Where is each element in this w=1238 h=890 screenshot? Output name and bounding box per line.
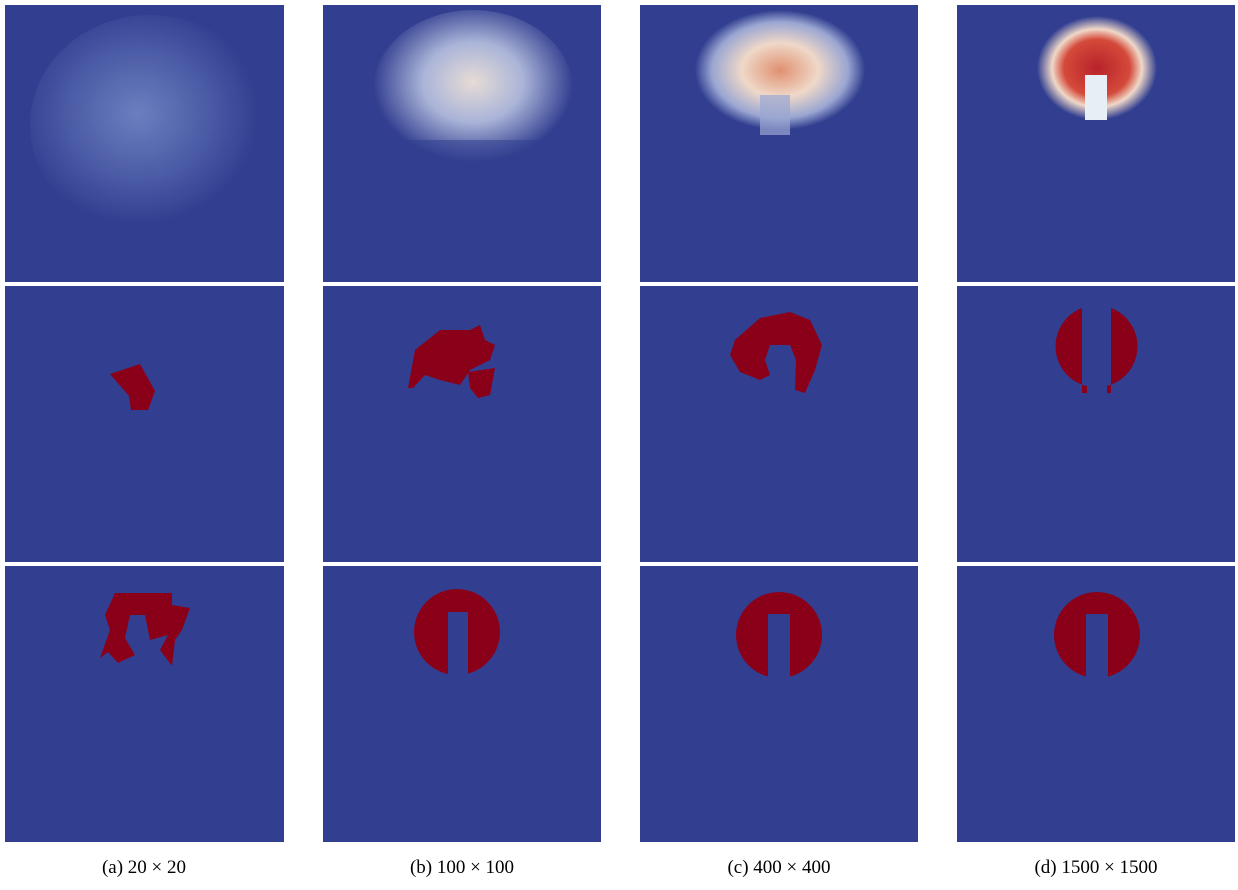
slots	[448, 315, 1108, 684]
caption: (b) 100 × 100	[410, 857, 514, 878]
caption: (c) 400 × 400	[727, 857, 830, 878]
top-row-fields	[30, 10, 1157, 235]
caption: (a) 20 × 20	[102, 857, 186, 878]
caption: (d) 1500 × 1500	[1034, 857, 1157, 878]
middle-row-regions	[110, 308, 1138, 410]
captions: (a) 20 × 20 (b) 100 × 100 (c) 400 × 400 …	[102, 857, 1158, 878]
